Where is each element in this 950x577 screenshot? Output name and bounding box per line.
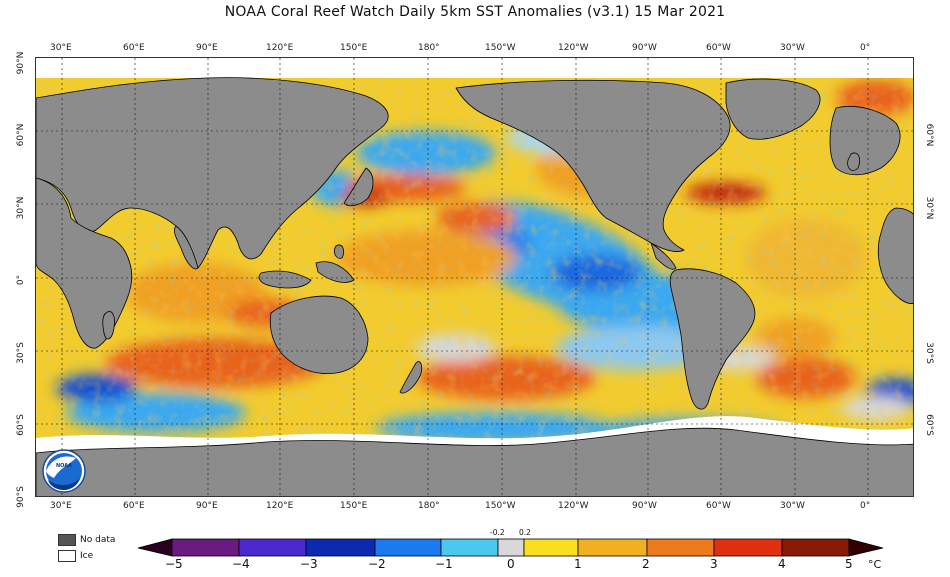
map-canvas: NOAA xyxy=(36,58,913,496)
colorbar-low-arrow xyxy=(137,538,173,557)
lon-tick: 150°E xyxy=(340,43,368,53)
lon-tick: 120°W xyxy=(558,501,589,511)
colorbar-unit: °C xyxy=(868,558,882,571)
lon-tick: 60°W xyxy=(706,43,731,53)
sst-anomaly-map: NOAA xyxy=(35,57,914,497)
australia xyxy=(269,295,369,375)
colorbar-high-arrow xyxy=(848,538,884,557)
graticule xyxy=(36,58,913,496)
no-data-label: No data xyxy=(80,535,116,545)
lon-tick: 180° xyxy=(418,43,440,53)
lon-tick: 30°W xyxy=(780,501,805,511)
lon-tick: 60°E xyxy=(123,43,145,53)
lon-tick: 90°E xyxy=(196,501,218,511)
ice-label: Ice xyxy=(80,551,94,561)
colorbar-small-label: 0.2 xyxy=(519,528,531,537)
colorbar-label: 1 xyxy=(574,557,582,571)
greenland xyxy=(725,78,821,140)
lon-tick: 120°E xyxy=(266,501,294,511)
lon-tick: 90°W xyxy=(632,501,657,511)
lon-tick: 60°E xyxy=(123,501,145,511)
colorbar-label: 0 xyxy=(507,557,515,571)
no-data-swatch xyxy=(58,534,76,546)
colorbar-label: −5 xyxy=(165,557,183,571)
lon-tick: 120°W xyxy=(558,43,589,53)
map-title: NOAA Coral Reef Watch Daily 5km SST Anom… xyxy=(224,4,726,20)
colorbar-small-label: -0.2 xyxy=(490,528,505,537)
colorbar-label: −2 xyxy=(368,557,386,571)
colorbar-label: −1 xyxy=(435,557,453,571)
colorbar-label: 5 xyxy=(845,557,853,571)
lon-tick: 30°E xyxy=(50,501,72,511)
antarctica xyxy=(36,427,913,496)
colorbar-label: 3 xyxy=(710,557,718,571)
lon-tick: 30°W xyxy=(780,43,805,53)
land-masses xyxy=(36,77,913,496)
lon-tick: 90°W xyxy=(632,43,657,53)
colorbar-label: −4 xyxy=(232,557,250,571)
colorbar-label: −3 xyxy=(300,557,318,571)
colorbar-label: 2 xyxy=(642,557,650,571)
colorbar-label: 4 xyxy=(778,557,786,571)
lon-tick: 150°W xyxy=(485,43,516,53)
lon-tick: 0° xyxy=(860,501,871,511)
africa xyxy=(36,177,133,349)
eurasia xyxy=(36,77,389,269)
lon-tick: 60°W xyxy=(706,501,731,511)
ice-swatch xyxy=(58,550,76,562)
lon-tick: 150°E xyxy=(340,501,368,511)
lon-tick: 0° xyxy=(860,43,871,53)
lon-tick: 180° xyxy=(418,501,440,511)
lon-tick: 90°E xyxy=(196,43,218,53)
lon-tick: 150°W xyxy=(485,501,516,511)
south-america xyxy=(669,268,756,410)
lon-tick: 120°E xyxy=(266,43,294,53)
svg-text:NOAA: NOAA xyxy=(56,463,72,469)
lon-tick: 30°E xyxy=(50,43,72,53)
north-america xyxy=(455,79,731,252)
noaa-logo: NOAA xyxy=(42,449,86,493)
